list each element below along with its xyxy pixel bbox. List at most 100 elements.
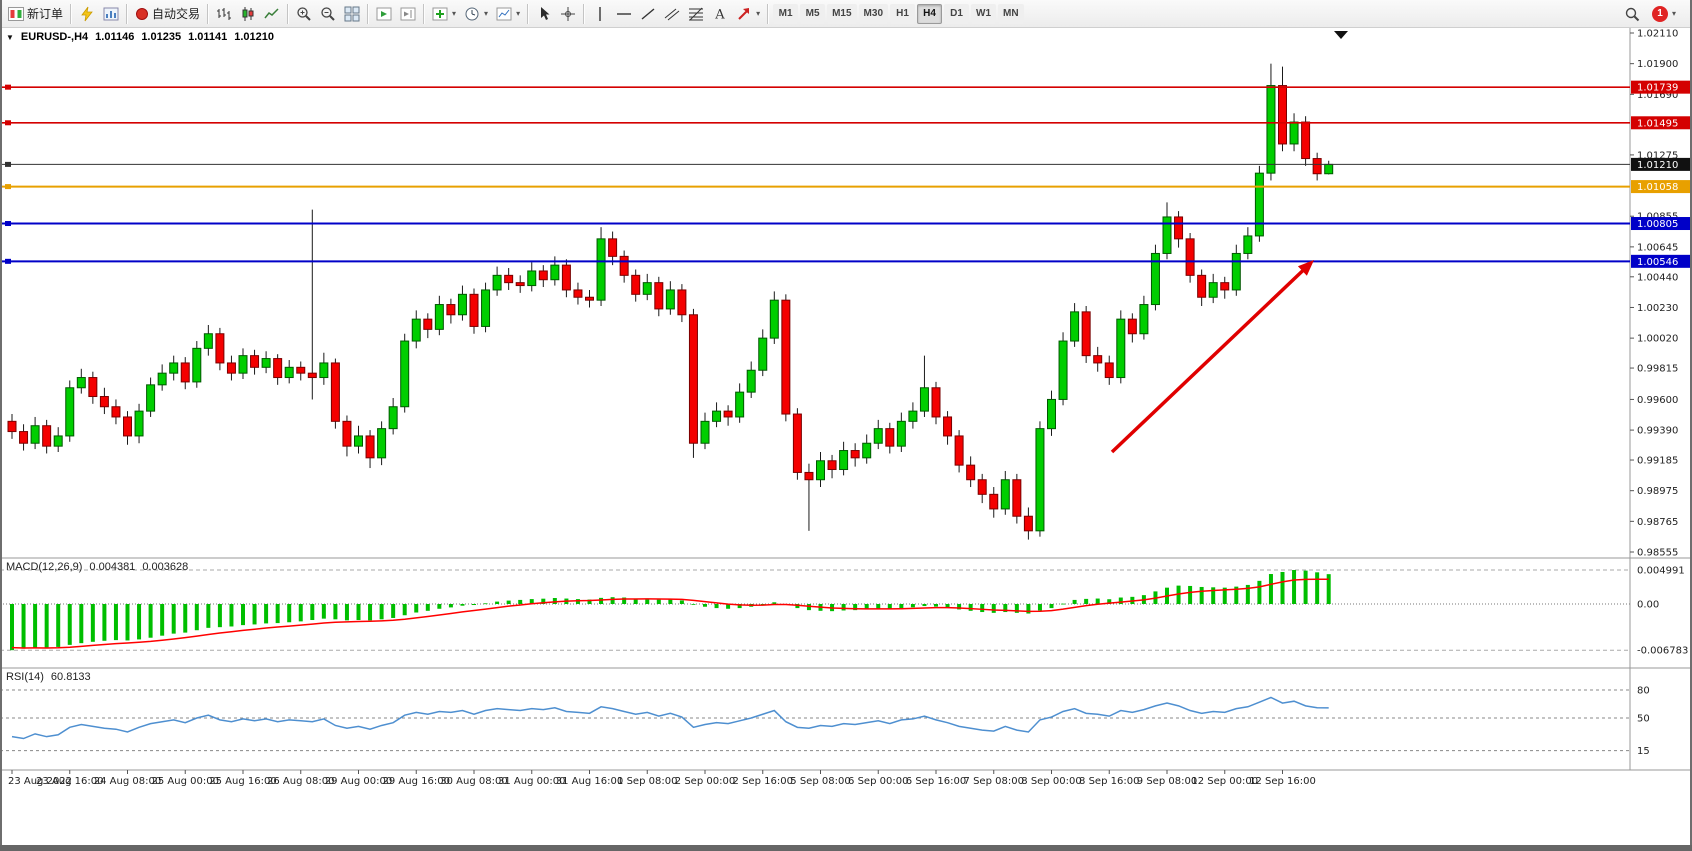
svg-text:1.01739: 1.01739 (1637, 83, 1678, 94)
autotrading-label: 自动交易 (152, 7, 201, 21)
trend-arrow[interactable] (1110, 260, 1314, 454)
pivot-line-price-badge (1631, 180, 1691, 194)
horizontal-levels[interactable]: 1.01739 1.01495 1.01210 1.01058 1.00805 1.005… (0, 80, 1691, 268)
crosshair-button[interactable] (556, 2, 580, 26)
timeframe-w1-button[interactable]: W1 (971, 3, 996, 24)
zoom-out-button[interactable] (316, 2, 340, 26)
auto-scroll-button[interactable] (372, 2, 396, 26)
svg-text:7 Sep 08:00: 7 Sep 08:00 (964, 776, 1024, 787)
timeframe-m5-button[interactable]: M5 (800, 3, 826, 24)
rsi-panel: 80 50 15 (0, 686, 1650, 757)
chart-shift-marker[interactable] (1334, 31, 1348, 39)
svg-text:29 Aug 00:00: 29 Aug 00:00 (325, 776, 392, 787)
svg-text:1.00546: 1.00546 (1637, 257, 1678, 268)
candles-icon (240, 6, 256, 22)
horizontal-line-button[interactable] (612, 2, 636, 26)
toolbar-separator (287, 3, 290, 24)
svg-text:29 Aug 16:00: 29 Aug 16:00 (383, 776, 450, 787)
search-button[interactable] (1620, 2, 1644, 26)
svg-text:1.01275: 1.01275 (1637, 150, 1678, 161)
one-click-trading-arrow[interactable]: ▼ (6, 32, 14, 42)
toolbar-separator (527, 3, 530, 24)
vertical-line-button[interactable] (588, 2, 612, 26)
macd-label: MACD(12,26,9) 0.004381 0.003628 (6, 561, 188, 573)
toolbar-separator (423, 3, 426, 24)
timeframe-m30-button[interactable]: M30 (858, 3, 888, 24)
line-chart-icon (264, 6, 280, 22)
open-value: 1.01146 (95, 31, 135, 43)
signals-button[interactable] (75, 2, 99, 26)
line-chart-mode-button[interactable] (260, 2, 284, 26)
fibonacci-button[interactable] (684, 2, 708, 26)
bars-icon (216, 6, 232, 22)
toolbar-separator (207, 3, 210, 24)
symbol-period-label: EURUSD-,H4 (20, 31, 89, 43)
new-order-button[interactable]: 新订单 (4, 2, 67, 26)
price-scale[interactable] (1630, 28, 1692, 770)
current-price-line-price-badge (1631, 157, 1691, 171)
timeframe-m1-button[interactable]: M1 (773, 3, 799, 24)
channel-icon (664, 6, 680, 22)
svg-text:0.98975: 0.98975 (1637, 486, 1678, 497)
notification-badge: 1 (1651, 5, 1668, 22)
resistance-line-2-price-badge (1631, 116, 1691, 130)
time-scale[interactable] (0, 770, 1630, 794)
svg-text:30 Aug 08:00: 30 Aug 08:00 (440, 776, 507, 787)
depth-icon (103, 6, 119, 22)
timeframe-h1-button[interactable]: H1 (890, 3, 915, 24)
indicators-button[interactable]: ▾ (428, 2, 460, 26)
zoom-in-button[interactable] (292, 2, 316, 26)
equidistant-channel-button[interactable] (660, 2, 684, 26)
candlestick-mode-button[interactable] (236, 2, 260, 26)
timeframe-m15-button[interactable]: M15 (827, 3, 857, 24)
notifications-button[interactable]: 1 ▾ (1648, 2, 1680, 26)
tile-windows-button[interactable] (340, 2, 364, 26)
zoom-out-icon (320, 6, 336, 22)
svg-text:1.00020: 1.00020 (1637, 334, 1678, 345)
svg-text:1.00645: 1.00645 (1637, 242, 1678, 253)
toolbar-separator (126, 3, 129, 24)
rsi-label: RSI(14) 60.8133 (6, 671, 91, 683)
chevron-down-icon: ▾ (452, 9, 457, 18)
svg-text:12 Sep 00:00: 12 Sep 00:00 (1191, 776, 1258, 787)
svg-text:1.01690: 1.01690 (1637, 90, 1678, 101)
timeframe-h4-button[interactable]: H4 (917, 3, 942, 24)
svg-text:0.99600: 0.99600 (1637, 395, 1678, 406)
toolbar-right: 1 ▾ (1620, 2, 1688, 26)
vline-icon (592, 6, 608, 22)
svg-text:1.00805: 1.00805 (1637, 219, 1678, 230)
svg-text:0.004991: 0.004991 (1637, 566, 1685, 577)
templates-button[interactable]: ▾ (492, 2, 524, 26)
svg-text:31 Aug 16:00: 31 Aug 16:00 (556, 776, 623, 787)
svg-text:6 Sep 16:00: 6 Sep 16:00 (906, 776, 966, 787)
chevron-down-icon: ▾ (516, 9, 521, 18)
chart-canvas[interactable]: 1.021101.019001.016901.012751.008551.006… (0, 28, 1692, 845)
svg-text:1.01495: 1.01495 (1637, 118, 1678, 129)
svg-text:1 Sep 08:00: 1 Sep 08:00 (617, 776, 677, 787)
timeframe-mn-button[interactable]: MN (998, 3, 1024, 24)
svg-text:1.01210: 1.01210 (1637, 160, 1678, 171)
text-label-button[interactable]: A (708, 2, 732, 26)
svg-text:1.00440: 1.00440 (1637, 272, 1678, 283)
svg-text:9 Sep 08:00: 9 Sep 08:00 (1137, 776, 1197, 787)
toolbar-separator (367, 3, 370, 24)
market-depth-button[interactable] (99, 2, 123, 26)
toolbar-separator (70, 3, 73, 24)
svg-text:1.00230: 1.00230 (1637, 303, 1678, 314)
periods-button[interactable]: ▾ (460, 2, 492, 26)
bar-chart-mode-button[interactable] (212, 2, 236, 26)
autoscroll-icon (376, 6, 392, 22)
macd-pane-resize-handle[interactable] (0, 556, 1630, 561)
arrows-button[interactable]: ▾ (732, 2, 764, 26)
chart-shift-button[interactable] (396, 2, 420, 26)
templates-icon (496, 6, 512, 22)
rsi-pane-resize-handle[interactable] (0, 666, 1630, 671)
toolbar-separator (767, 3, 770, 24)
cursor-button[interactable] (532, 2, 556, 26)
svg-text:50: 50 (1637, 714, 1650, 725)
trendline-button[interactable] (636, 2, 660, 26)
autotrading-button[interactable]: 自动交易 (131, 2, 204, 26)
svg-text:23 Aug 2022: 23 Aug 2022 (8, 776, 72, 787)
timeframe-d1-button[interactable]: D1 (944, 3, 969, 24)
svg-text:0.99185: 0.99185 (1637, 456, 1678, 467)
